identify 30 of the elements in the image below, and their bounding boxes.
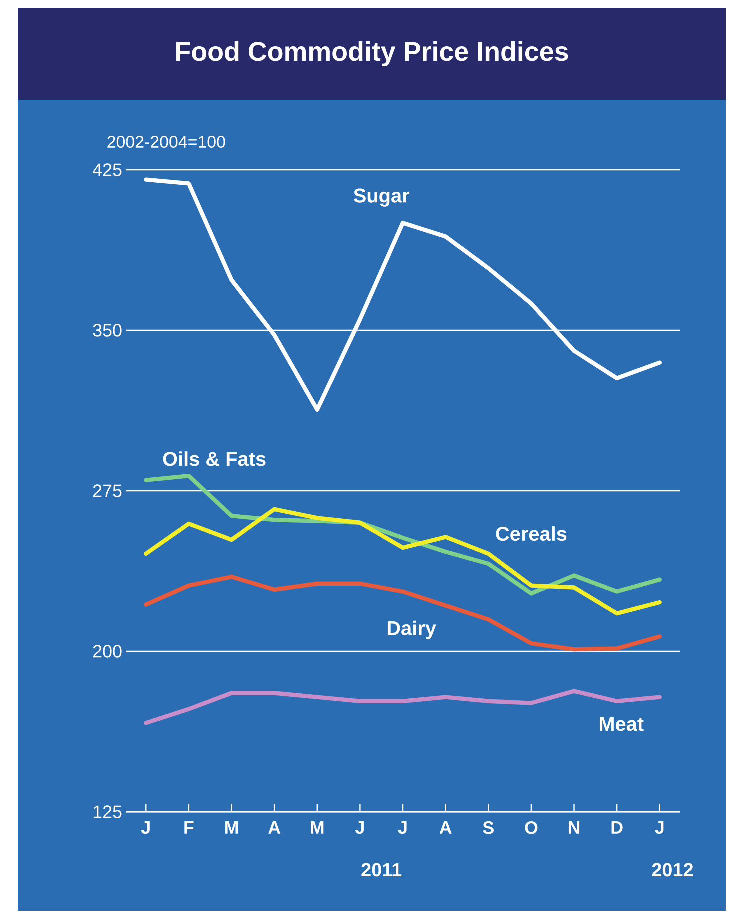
x-tick-label: N [568, 822, 580, 834]
x-tick-label: S [483, 822, 494, 834]
x-tick-label: J [398, 822, 407, 834]
x-tick-label: M [225, 822, 238, 834]
y-tick-label: 350 [93, 324, 122, 337]
y-tick-label: 425 [92, 164, 122, 176]
text: 2012 [652, 863, 694, 877]
x-tick-label: D [612, 822, 623, 834]
x-tick-label: A [440, 822, 452, 834]
series-label: Cereals [496, 526, 567, 542]
series-label: Oils & Fats [163, 452, 266, 466]
x-tick-label: A [268, 822, 281, 834]
x-tick-label: J [141, 822, 150, 834]
series-label: Meat [600, 717, 644, 732]
text: 2002-2004=100 [108, 136, 226, 148]
x-tick-label: F [184, 822, 194, 834]
x-tick-label: M [311, 822, 324, 834]
line-series [144, 507, 662, 616]
x-tick-label: J [355, 822, 364, 834]
x-tick-label: O [525, 822, 538, 834]
series-label: Dairy [388, 620, 436, 640]
x-tick-label: J [655, 822, 664, 834]
y-tick-label: 200 [93, 645, 122, 658]
chart-title: Food Commodity Price Indices [176, 41, 568, 67]
y-tick-label: 125 [94, 806, 122, 818]
series-label: Sugar [354, 188, 410, 207]
line-series [144, 574, 662, 652]
y-tick-label: 275 [93, 484, 122, 498]
text: 2011 [362, 863, 402, 877]
line-series [144, 178, 662, 412]
